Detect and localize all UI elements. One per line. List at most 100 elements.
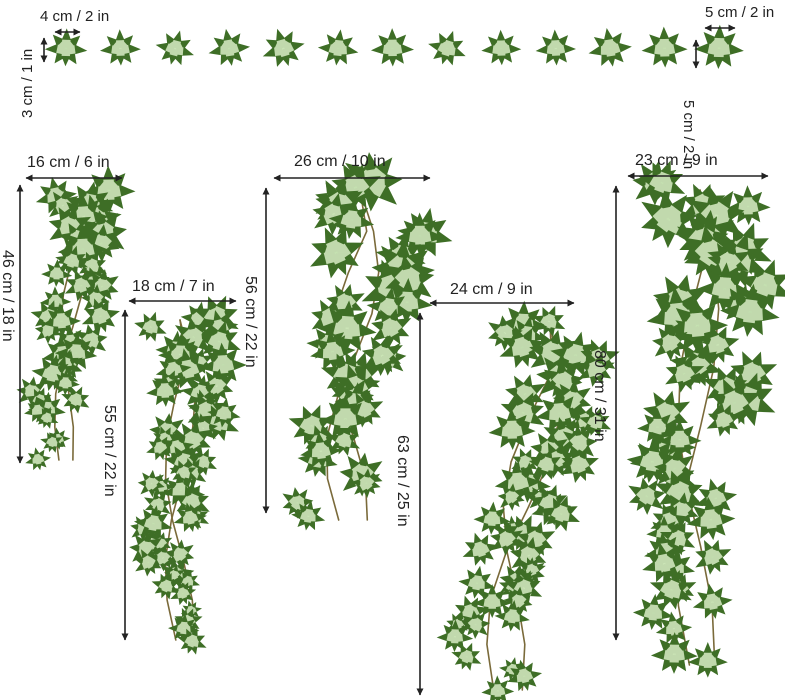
ivy-leaf [46, 189, 79, 222]
ivy-leaf [310, 330, 356, 371]
ivy-leaf [695, 539, 732, 575]
ivy-leaf [686, 496, 736, 541]
ivy-leaf [165, 539, 195, 570]
ivy-leaf [317, 300, 377, 354]
small-leaf-height-label: 3 cm / 1 in [19, 49, 36, 118]
vine-2-height-label: 55 cm / 22 in [101, 405, 118, 497]
small-ivy-leaf [208, 28, 251, 66]
dimension-annotations: 4 cm / 2 in 3 cm / 1 in 5 cm / 2 in 5 cm… [0, 4, 774, 696]
vine-5-width-label: 23 cm / 9 in [635, 152, 718, 169]
ivy-illustrations [16, 24, 785, 700]
ivy-leaf [149, 544, 176, 572]
vine-4-width-label: 24 cm / 9 in [450, 281, 533, 298]
ivy-leaf [579, 407, 612, 437]
small-ivy-leaf [100, 29, 141, 66]
ivy-leaf [507, 659, 543, 692]
ivy-leaf [687, 641, 728, 678]
ivy-leaf [697, 324, 740, 365]
ivy-leaf [39, 286, 72, 315]
large-small-leaf-width-label: 5 cm / 2 in [705, 4, 774, 21]
ivy-leaf [725, 185, 771, 226]
ivy-leaf [481, 675, 515, 700]
ivy-leaf [720, 283, 780, 337]
small-ivy-leaf [588, 27, 632, 67]
ivy-leaf [737, 259, 785, 310]
ivy-leaf [51, 369, 80, 396]
small-ivy-leaf [694, 24, 744, 70]
ivy-leaf [34, 406, 59, 429]
ivy-leaf [451, 642, 482, 671]
ivy-leaf [371, 308, 412, 348]
ivy-leaf [649, 570, 692, 610]
ivy-leaf [61, 386, 90, 414]
ivy-leaf [384, 254, 435, 305]
ivy-leaf [497, 483, 525, 511]
ivy-leaf [173, 502, 207, 533]
ivy-vine-2 [129, 295, 247, 655]
ivy-vine-1 [16, 165, 136, 471]
small-ivy-leaf [481, 29, 522, 66]
ivy-leaf [300, 431, 342, 469]
large-small-leaf-height-label: 5 cm / 2 in [680, 100, 697, 169]
ivy-leaf [40, 431, 64, 453]
ivy-leaf [133, 505, 173, 540]
small-ivy-leaf [428, 30, 466, 66]
ivy-leaf [174, 317, 214, 357]
small-ivy-leaf [262, 28, 305, 67]
vine-2-width-label: 18 cm / 7 in [132, 278, 215, 295]
vine-4-height-label: 63 cm / 25 in [394, 435, 411, 527]
ivy-leaf [543, 361, 584, 402]
ivy-leaf [134, 311, 167, 342]
ivy-leaf [25, 447, 51, 471]
ivy-leaf [462, 532, 499, 566]
vine-3-height-label: 56 cm / 22 in [242, 276, 259, 368]
ivy-leaf [692, 583, 733, 619]
ivy-leaf [490, 523, 523, 556]
ivy-leaf [199, 342, 247, 385]
ivy-leaf [57, 225, 109, 271]
ivy-leaf [628, 477, 666, 515]
small-ivy-leaf [44, 28, 88, 67]
ivy-leaf [528, 448, 564, 480]
ivy-leaf [327, 425, 361, 456]
ivy-leaf [177, 627, 207, 655]
ivy-leaf [458, 565, 496, 599]
ivy-leaf [626, 438, 678, 484]
ivy-leaf [473, 501, 511, 535]
small-ivy-leaf [535, 29, 576, 66]
ivy-leaf [652, 324, 688, 362]
ivy-leaf [488, 315, 523, 351]
ivy-leaf [642, 542, 687, 583]
small-ivy-leaf [317, 29, 359, 66]
ivy-leaf [650, 632, 698, 674]
ivy-leaf [146, 373, 184, 407]
ivy-leaf [319, 394, 372, 441]
ivy-leaf [196, 320, 241, 361]
ivy-leaf [151, 572, 181, 600]
ivy-leaf [170, 581, 197, 606]
ivy-vine-4 [436, 300, 620, 700]
ivy-leaf [155, 352, 192, 385]
ivy-leaf [666, 296, 729, 352]
ivy-leaf [541, 495, 580, 532]
ivy-leaf [42, 302, 81, 338]
ivy-leaf [436, 619, 474, 653]
ivy-leaf [706, 403, 742, 437]
ivy-leaf [81, 284, 110, 314]
ivy-leaf [395, 212, 445, 257]
ivy-leaf [562, 424, 598, 461]
small-ivy-leaf [641, 26, 688, 68]
ivy-leaf [659, 521, 696, 556]
ivy-leaf [207, 397, 241, 428]
ivy-leaf [55, 245, 88, 276]
small-leaves-row [44, 24, 744, 70]
ivy-leaf [665, 355, 705, 393]
ivy-leaf [488, 408, 536, 451]
small-ivy-leaf [155, 30, 194, 66]
small-ivy-leaf [370, 28, 415, 67]
ivy-leaf [82, 165, 136, 213]
vine-3-width-label: 26 cm / 10 in [294, 153, 386, 170]
ivy-leaf [64, 269, 99, 302]
ivy-leaf [473, 584, 512, 618]
